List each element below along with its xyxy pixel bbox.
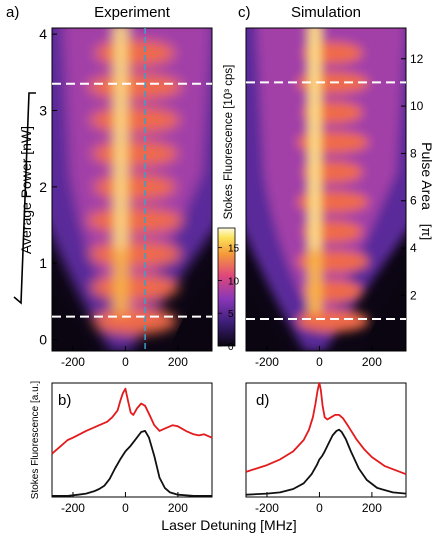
dark-corner-left [246,290,282,351]
panel-a-title: Experiment [94,4,171,21]
colorbar-tick-label: 15 [228,244,240,255]
y-tick-label: 0 [39,332,47,348]
fluorescence-lobe [87,73,182,100]
dark-corner-right [169,273,212,351]
y-tick-label: 2 [39,179,47,195]
y-tick-label: 6 [410,194,417,208]
fluorescence-lobe [296,250,369,273]
colorbar-tick-label: 5 [228,309,234,320]
x-tick-label: -200 [255,355,279,369]
experiment-heatmap [52,28,212,351]
panel-a-markers [52,28,212,351]
x-tick-label: 0 [316,501,323,515]
right-ylabel-unit: [π] [419,224,434,240]
panel-d-plot: -200 0 200 [245,382,407,515]
panel-a-frame [51,27,213,352]
y-tick-label: 2 [410,288,417,302]
panel-c-title: Simulation [291,4,361,21]
colorbar-tick-label: 10 [228,276,240,287]
fluorescence-lobe [94,40,175,66]
colorbar-label: Stokes Fluorescence [10³ cps] [223,65,235,220]
panel-c-ticks: -200 0 200 2 4 6 8 10 12 [255,52,424,369]
x-tick-label: -200 [255,501,279,515]
y-tick-label: 12 [410,52,424,66]
panel-a-letter: a) [6,4,19,21]
heatmap-glow [246,28,406,351]
x-tick-label: -200 [61,501,85,515]
xlabel: Laser Detuning [MHz] [161,517,296,533]
panel-d-frame [245,382,407,498]
bottom-ylabel: Stokes Fluorescence [a.u.] [30,381,41,500]
sqrt-symbol [13,92,36,305]
colorbar [217,227,236,347]
simulation-heatmap [246,28,406,351]
dark-corner-left [52,290,88,351]
heatmap-glow [52,28,212,351]
x-tick-label: 200 [168,501,188,515]
panel-d-letter: d) [256,392,269,409]
panel-b-frame [51,382,213,498]
panel-b-letter: b) [58,392,71,409]
fluorescence-lobe [88,241,181,267]
left-ylabel-text: Average Power [nW] [18,126,34,254]
y-tick-label: 10 [410,99,424,113]
dark-corner-right [363,273,406,351]
x-tick-label: 200 [362,355,382,369]
y-tick-label: 4 [39,26,47,42]
y-tick-label: 3 [39,102,47,118]
colorbar-ticks: 0 5 10 15 [218,244,240,353]
fluorescence-lobe [90,274,179,301]
black-series-line [52,429,212,497]
fluorescence-lobe [92,308,177,334]
fluorescence-lobe [89,107,180,133]
right-ylabel-main: Pulse Area [419,142,435,210]
black-series-line [245,428,407,496]
fluorescence-lobe [86,207,183,234]
x-tick-label: 200 [168,355,188,369]
panel-c-letter: c) [238,4,251,21]
white-core [311,28,318,250]
x-tick-label: 0 [122,355,129,369]
left-ylabel: Average Power [nW] [13,92,36,305]
white-core [117,28,124,250]
x-tick-label: 0 [122,501,129,515]
fluorescence-lobe [296,310,369,332]
fluorescence-lobe [296,131,369,154]
x-tick-label: 200 [362,501,382,515]
fluorescence-lobe [91,140,178,167]
x-tick-label: 0 [316,355,323,369]
fluorescence-lobe [296,190,369,213]
panel-c-frame [245,27,407,352]
x-tick-label: -200 [61,355,85,369]
panel-b-plot: -200 0 200 [51,387,213,515]
y-tick-label: 8 [410,146,417,160]
fluorescence-lobe [93,174,176,200]
panel-a-ticks: -200 0 200 0 1 2 3 4 [39,26,188,369]
y-tick-label: 4 [410,241,417,255]
y-tick-label: 1 [39,255,47,271]
colorbar-tick-label: 0 [228,342,234,353]
panel-c-markers [246,81,406,321]
red-series-line [51,387,213,455]
red-series-line [245,382,407,476]
